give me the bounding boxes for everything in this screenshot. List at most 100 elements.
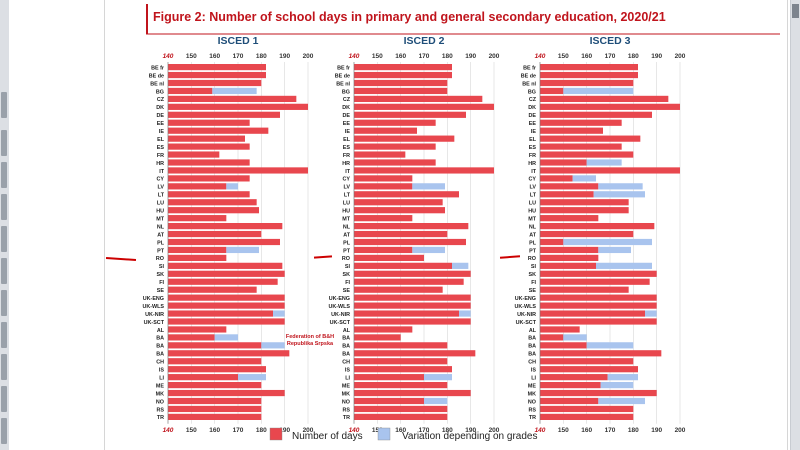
tick-label: 150: [186, 427, 197, 434]
days-bar: [354, 286, 443, 293]
days-bar: [168, 397, 262, 405]
category-label: UK-ENG: [143, 296, 164, 302]
days-bar: [168, 207, 259, 214]
category-label: PT: [529, 248, 537, 254]
panel-title: ISCED 1: [218, 35, 259, 47]
days-bar: [168, 127, 269, 134]
tick-label: 190: [279, 427, 290, 434]
variation-bar: [212, 87, 257, 95]
tick-label: 200: [303, 53, 314, 60]
days-bar: [540, 111, 652, 118]
variation-bar: [600, 382, 634, 389]
days-bar: [354, 405, 448, 413]
category-label: IE: [345, 129, 350, 135]
category-label: BA: [156, 336, 164, 342]
category-label: MT: [156, 216, 164, 222]
category-label: BG: [342, 89, 350, 95]
days-bar: [540, 278, 650, 285]
category-label: EL: [157, 137, 165, 143]
scroll-handle[interactable]: [1, 162, 7, 188]
category-label: LV: [158, 185, 165, 191]
days-bar: [168, 175, 250, 182]
tick-label: 200: [675, 53, 686, 60]
category-label: HU: [342, 209, 350, 215]
left-scrollbar[interactable]: [0, 0, 9, 450]
category-label: UK-SCT: [330, 320, 351, 326]
days-bar: [540, 318, 657, 325]
tick-label: 180: [442, 427, 453, 434]
category-label: NO: [528, 399, 536, 405]
scroll-thumb[interactable]: [792, 4, 799, 18]
days-bar: [168, 215, 227, 222]
scroll-handle[interactable]: [1, 92, 7, 118]
category-label: IE: [159, 129, 164, 135]
days-bar: [168, 302, 285, 309]
days-bar: [540, 223, 655, 230]
category-label: LT: [344, 193, 351, 199]
days-bar: [540, 238, 564, 246]
category-label: SK: [343, 272, 351, 278]
category-label: FI: [345, 280, 350, 286]
scroll-handle[interactable]: [1, 354, 7, 380]
scroll-handle[interactable]: [1, 258, 7, 284]
days-bar: [168, 87, 213, 95]
days-bar: [168, 199, 257, 206]
days-bar: [354, 207, 445, 214]
category-label: NL: [529, 224, 537, 230]
days-bar: [168, 111, 280, 118]
category-label: SE: [529, 288, 537, 294]
category-label: UK-WLS: [142, 304, 164, 310]
category-label: CZ: [529, 97, 537, 103]
days-bar: [540, 286, 629, 293]
scroll-handle[interactable]: [1, 194, 7, 220]
scroll-handle[interactable]: [1, 226, 7, 252]
chart-panel: ISCED 3 140 140 150 150 160 160 170 170 180 180 190…: [514, 35, 685, 434]
days-bar: [540, 366, 638, 373]
days-bar: [168, 374, 238, 381]
category-label: BE fr: [523, 65, 537, 71]
variation-bar: [424, 374, 452, 381]
scroll-handle[interactable]: [1, 290, 7, 316]
scroll-handle[interactable]: [1, 322, 7, 348]
category-label: BE nl: [336, 81, 350, 87]
category-label: SE: [157, 288, 165, 294]
days-bar: [540, 151, 634, 158]
tick-label: 140: [535, 53, 546, 60]
scroll-handle[interactable]: [1, 130, 7, 156]
tick-label: 190: [279, 53, 290, 60]
variation-bar: [593, 191, 645, 198]
category-label: PT: [157, 248, 165, 254]
category-label: TR: [157, 415, 164, 421]
days-bar: [540, 358, 634, 365]
tick-label: 200: [675, 427, 686, 434]
category-label: SE: [343, 288, 351, 294]
days-bar: [168, 270, 285, 277]
category-label: AL: [157, 328, 165, 334]
category-label: HR: [342, 161, 350, 167]
days-bar: [168, 326, 227, 333]
category-label: SI: [531, 264, 537, 270]
category-label: BA: [528, 352, 536, 358]
tick-label: 180: [628, 427, 639, 434]
category-label: ME: [156, 383, 164, 389]
variation-bar: [596, 262, 652, 269]
right-scrollbar[interactable]: [790, 0, 800, 450]
days-bar: [540, 199, 629, 206]
days-bar: [168, 358, 262, 365]
days-bar: [540, 119, 622, 126]
category-label: CZ: [343, 97, 351, 103]
category-label: TR: [529, 415, 536, 421]
variation-bar: [563, 87, 634, 95]
days-bar: [168, 230, 262, 238]
variation-bar: [598, 397, 645, 405]
category-label: IS: [531, 368, 536, 374]
days-bar: [168, 159, 250, 166]
scroll-handle[interactable]: [1, 386, 7, 412]
tick-label: 160: [581, 427, 592, 434]
days-bar: [540, 167, 680, 174]
scroll-handle[interactable]: [1, 418, 7, 444]
days-bar: [540, 294, 657, 301]
days-bar: [168, 119, 250, 126]
days-bar: [168, 350, 290, 357]
variation-bar: [645, 310, 657, 317]
